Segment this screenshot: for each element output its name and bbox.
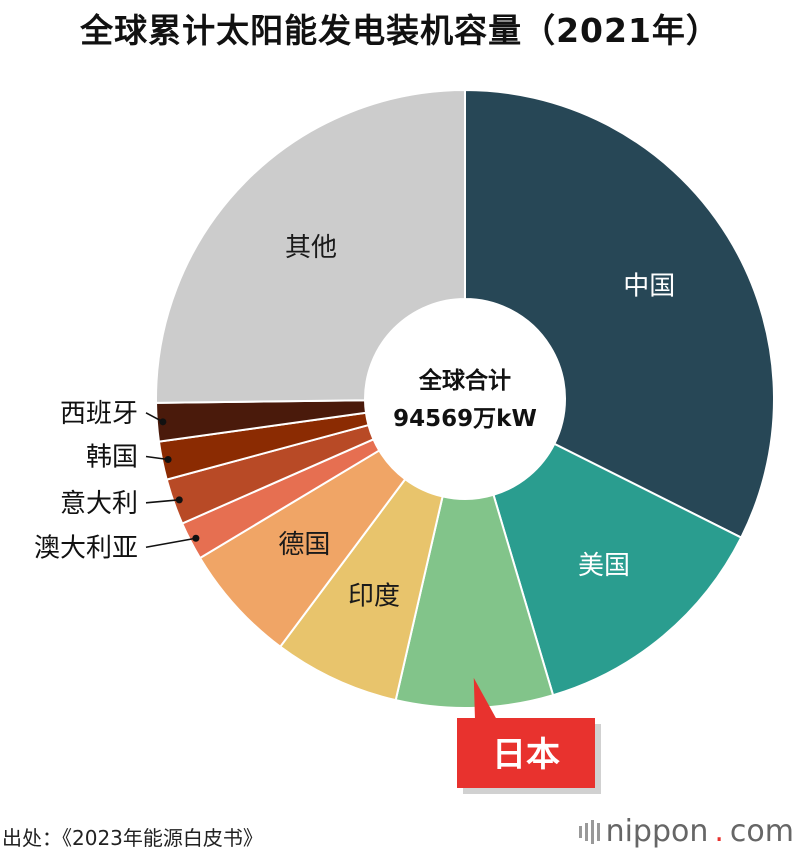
slice-label-8: 西班牙 — [60, 399, 138, 429]
slice-label-6: 意大利 — [60, 489, 138, 519]
logo-word: nippon — [605, 814, 709, 849]
leader-line-8 — [145, 412, 164, 423]
center-label-title: 全球合计 — [418, 367, 511, 394]
leader-line-7 — [145, 455, 169, 461]
slice-label-0: 中国 — [623, 271, 675, 301]
slice-label-5: 澳大利亚 — [34, 533, 138, 563]
japan-callout-pointer — [473, 677, 497, 720]
slice-label-3: 印度 — [348, 581, 400, 611]
slice-label-1: 美国 — [578, 551, 630, 581]
donut-hole — [365, 299, 565, 499]
slice-label-7: 韩国 — [86, 443, 138, 473]
logo-tld: com — [729, 814, 794, 849]
slice-label-2: 日本 — [492, 735, 560, 775]
leader-line-6 — [145, 499, 180, 504]
logo-bars-icon — [578, 819, 600, 844]
japan-callout-box — [457, 718, 595, 788]
nippon-logo: nippon. com — [578, 814, 794, 849]
center-label-total: 94569万kW — [393, 406, 537, 432]
logo-dot: . — [714, 814, 724, 849]
source-note: 出处：《2023年能源白皮书》 — [2, 826, 263, 850]
leader-line-5 — [145, 537, 197, 549]
slice-label-9: 其他 — [285, 233, 337, 263]
slice-group — [155, 88, 775, 709]
japan-callout: 日本 — [457, 677, 601, 794]
chart-title: 全球累计太阳能发电装机容量（2021年） — [80, 11, 720, 50]
slice-label-4: 德国 — [278, 530, 330, 560]
